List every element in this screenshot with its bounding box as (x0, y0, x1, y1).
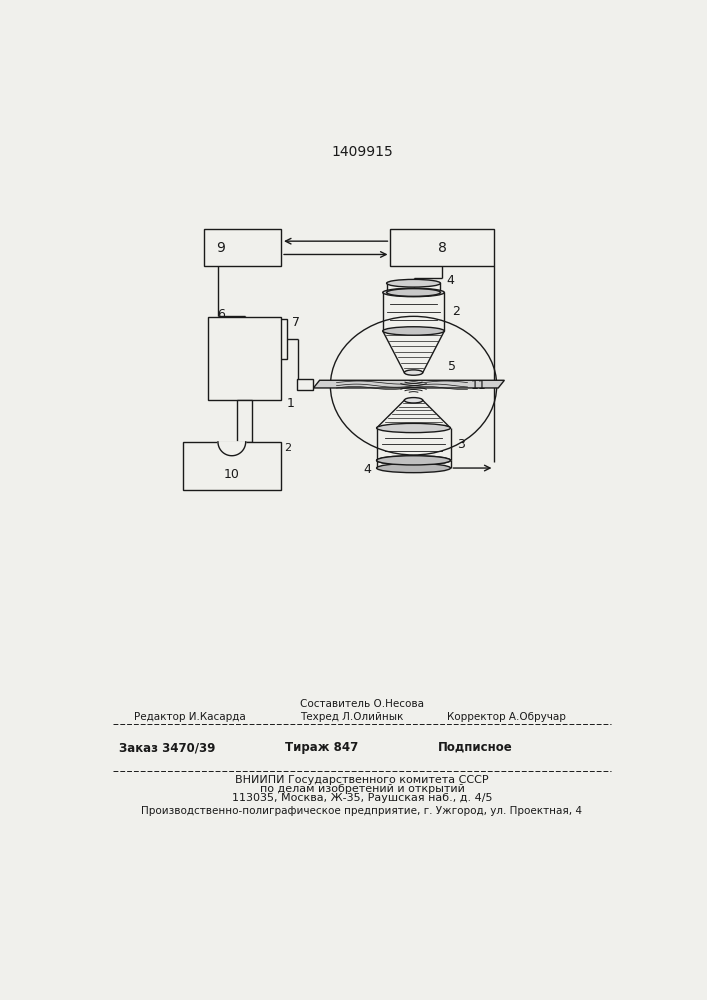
Ellipse shape (377, 456, 450, 465)
Text: Корректор А.Обручар: Корректор А.Обручар (447, 712, 566, 722)
Ellipse shape (377, 456, 450, 465)
Text: 6: 6 (217, 308, 225, 321)
Bar (238, 319, 287, 359)
Text: 5: 5 (448, 360, 456, 373)
Text: Производственно-полиграфическое предприятие, г. Ужгород, ул. Проектная, 4: Производственно-полиграфическое предприя… (141, 806, 583, 816)
Text: 11: 11 (471, 379, 486, 392)
Text: 2: 2 (284, 443, 291, 453)
Text: 10: 10 (224, 468, 240, 481)
Text: 4: 4 (447, 274, 455, 287)
Text: 113035, Москва, Ж-35, Раушская наб., д. 4/5: 113035, Москва, Ж-35, Раушская наб., д. … (232, 793, 492, 803)
Text: 2: 2 (452, 305, 460, 318)
Ellipse shape (387, 279, 440, 287)
Text: по делам изобретений и открытий: по делам изобретений и открытий (259, 784, 464, 794)
Text: 9: 9 (216, 241, 226, 255)
Polygon shape (313, 380, 504, 388)
Bar (208, 317, 281, 400)
Text: Техред Л.Олийнык: Техред Л.Олийнык (300, 712, 404, 722)
Ellipse shape (377, 463, 450, 473)
Text: Составитель О.Несова: Составитель О.Несова (300, 699, 424, 709)
Bar (296, 379, 313, 389)
Ellipse shape (387, 289, 440, 296)
Text: Редактор И.Касарда: Редактор И.Касарда (134, 712, 246, 722)
Text: 1409915: 1409915 (331, 145, 393, 159)
Ellipse shape (382, 327, 444, 335)
Ellipse shape (404, 370, 423, 375)
Polygon shape (218, 442, 246, 456)
Text: 7: 7 (292, 316, 300, 329)
Ellipse shape (382, 288, 444, 297)
Text: Заказ 3470/39: Заказ 3470/39 (119, 741, 216, 754)
Ellipse shape (404, 398, 423, 403)
Bar (237, 400, 252, 442)
Bar (390, 229, 494, 266)
Text: ВНИИПИ Государственного комитета СССР: ВНИИПИ Государственного комитета СССР (235, 775, 489, 785)
Bar (182, 442, 281, 490)
Ellipse shape (377, 423, 450, 433)
Bar (204, 229, 281, 266)
Text: Подписное: Подписное (438, 741, 513, 754)
Text: 4: 4 (363, 463, 371, 476)
Text: 3: 3 (457, 438, 465, 451)
Text: 8: 8 (438, 241, 447, 255)
Text: Тираж 847: Тираж 847 (284, 741, 358, 754)
Text: 1: 1 (286, 397, 294, 410)
